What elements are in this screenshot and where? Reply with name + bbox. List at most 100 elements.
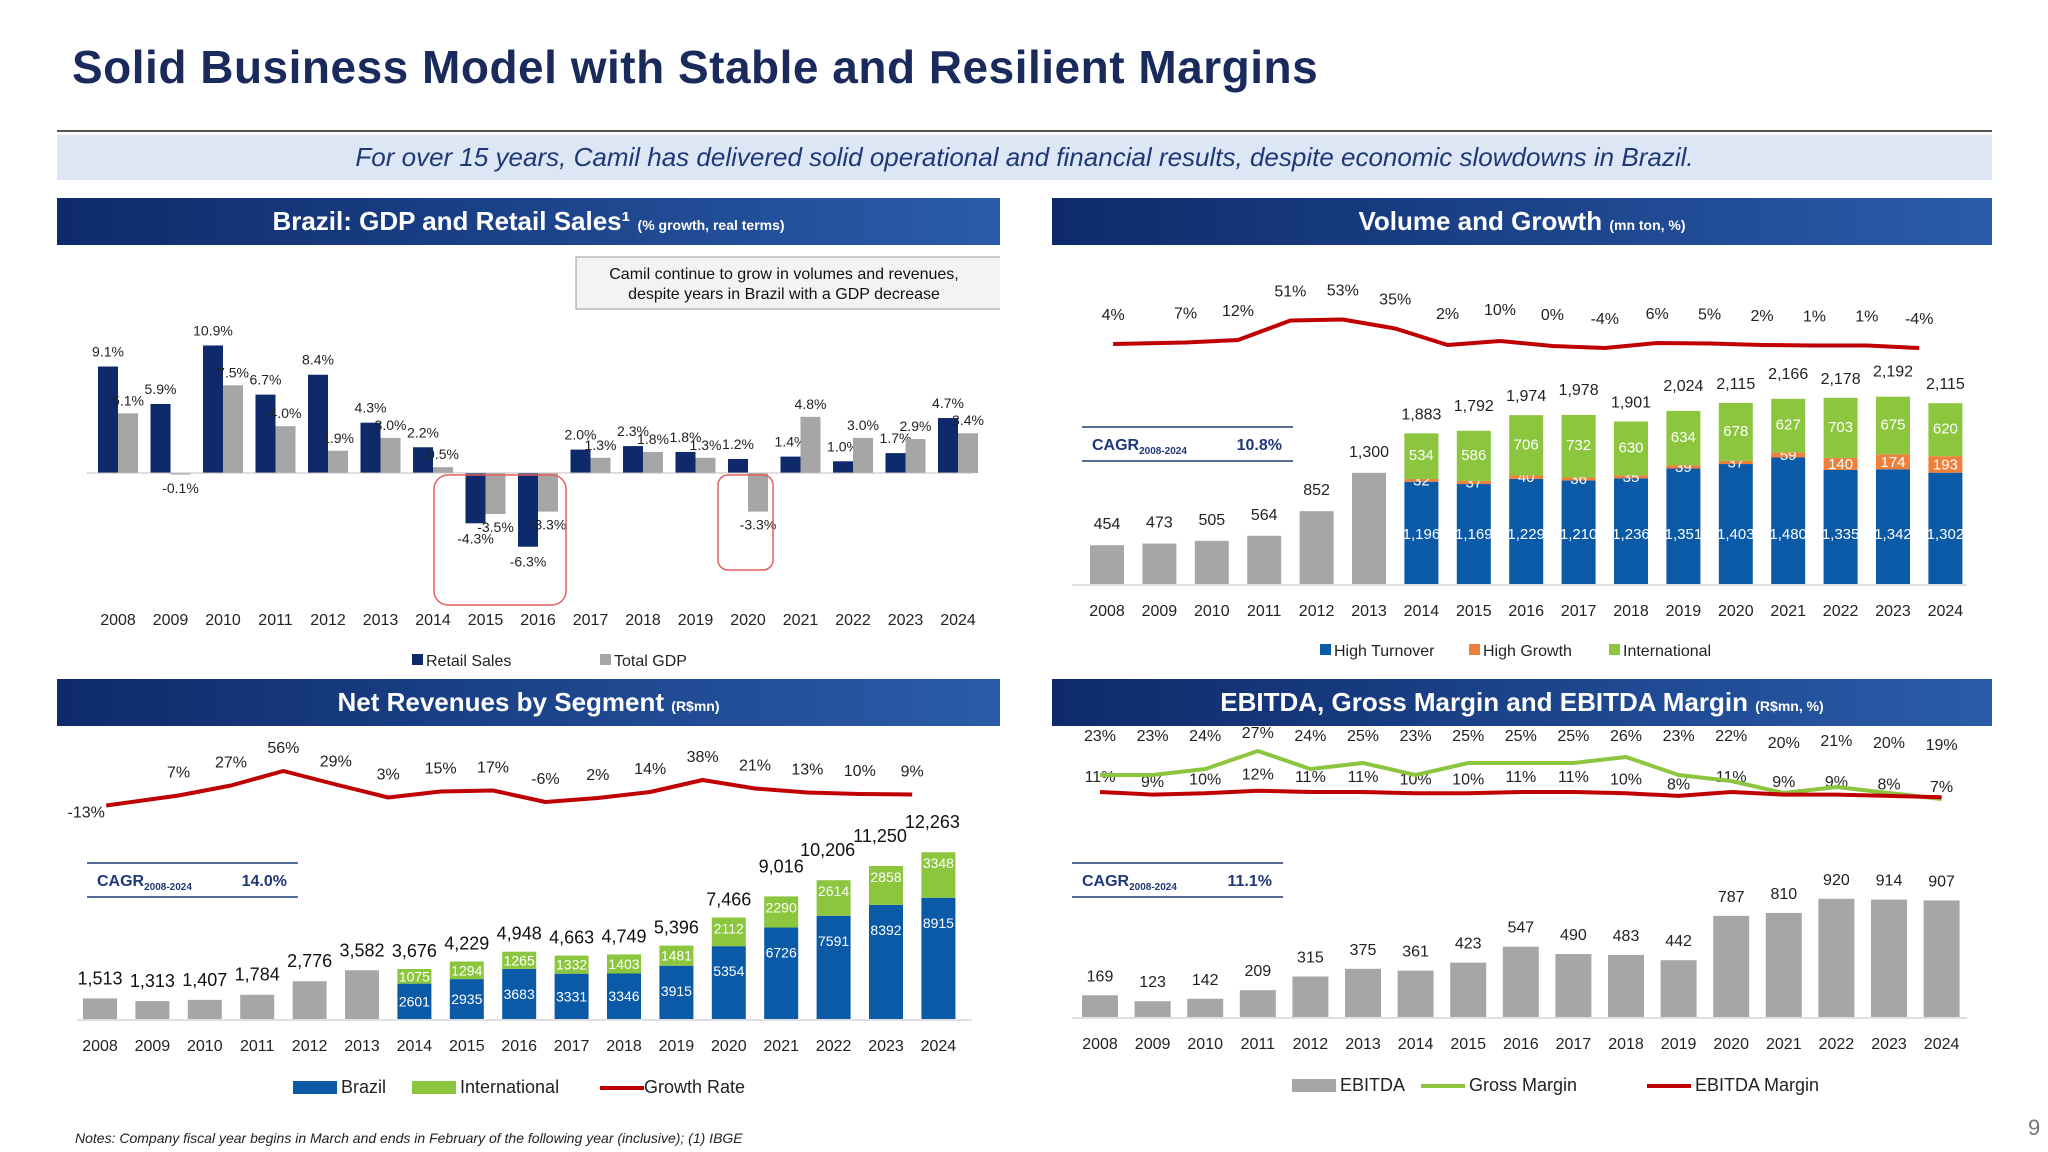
- volume-segment-label: 1,302: [1927, 526, 1965, 543]
- growth-label: 2%: [1750, 308, 1773, 325]
- cagr-value: 10.8%: [1237, 437, 1282, 454]
- volume-segment-bar: [1404, 433, 1439, 480]
- legend-gross-margin-label: Gross Margin: [1469, 1075, 1577, 1095]
- volume-segment-bar: [1509, 415, 1544, 476]
- ebitda-margin-label: 10%: [1400, 772, 1432, 789]
- volume-segment-bar: [1404, 479, 1439, 482]
- volume-segment-label: 174: [1880, 454, 1905, 471]
- callout-text-line: Camil continue to grow in volumes and re…: [609, 266, 959, 283]
- revenue-segment-label: 1294: [451, 962, 482, 978]
- ebitda-tick-label: 2010: [1187, 1036, 1223, 1053]
- total-gdp-data-label: 1.9%: [322, 430, 354, 446]
- ebitda-bar: [1082, 995, 1118, 1017]
- growth-rate-label: 3%: [377, 767, 400, 784]
- revenue-total-label: 2,776: [287, 951, 332, 971]
- gdp-tick-label: 2017: [573, 612, 609, 629]
- volume-total-label: 1,901: [1611, 394, 1651, 411]
- volume-segment-label: 1,229: [1507, 526, 1545, 543]
- volume-tick-label: 2008: [1089, 603, 1125, 620]
- retail-sales-bar: [885, 453, 906, 473]
- revenue-tick-label: 2012: [292, 1038, 328, 1055]
- revenue-total-label: 1,313: [130, 971, 175, 991]
- legend-growth-rate-swatch: [600, 1086, 644, 1090]
- total-gdp-bar: [590, 457, 611, 473]
- total-gdp-bar: [905, 439, 926, 473]
- page-title: Solid Business Model with Stable and Res…: [72, 41, 1319, 93]
- total-gdp-bar: [538, 473, 558, 512]
- revenue-bar: [187, 999, 222, 1019]
- total-gdp-bar: [695, 457, 716, 473]
- volume-segment-bar: [1771, 398, 1806, 453]
- revenue-segment-label: 8915: [923, 915, 954, 931]
- ebitda-tick-label: 2018: [1608, 1036, 1644, 1053]
- volume-segment-label: 634: [1671, 429, 1696, 446]
- volume-segment-bar: [1771, 457, 1806, 584]
- recession-highlight-box: [433, 474, 567, 606]
- ebitda-margin-label: 9%: [1141, 774, 1164, 791]
- total-gdp-bar: [170, 473, 191, 475]
- revenue-tick-label: 2016: [501, 1038, 537, 1055]
- retail-sales-data-label: 1.2%: [722, 436, 754, 452]
- volume-total-label: 2,178: [1821, 371, 1861, 388]
- ebitda-margin-label: 11%: [1085, 769, 1116, 786]
- retail-sales-bar: [833, 461, 853, 473]
- ebitda-tick-label: 2016: [1503, 1036, 1539, 1053]
- gross-margin-label: 24%: [1294, 728, 1326, 745]
- gdp-tick-label: 2011: [258, 612, 293, 629]
- retail-sales-data-label: 2.2%: [407, 424, 439, 440]
- volume-segment-bar: [1456, 484, 1491, 584]
- total-gdp-bar: [800, 416, 821, 473]
- volume-bar: [1247, 535, 1282, 584]
- retail-sales-bar: [255, 394, 276, 473]
- ebitda-margin-label: 8%: [1667, 777, 1690, 794]
- volume-segment-bar: [1456, 430, 1491, 481]
- revenue-bar: [83, 998, 117, 1019]
- revenue-segment-bar: [816, 915, 851, 1019]
- growth-rate-label: 2%: [586, 767, 609, 784]
- revenue-segment-bar: [764, 896, 799, 928]
- gross-margin-label: 25%: [1452, 728, 1484, 745]
- revenue-segment-label: 1481: [661, 948, 692, 964]
- legend-total-gdp-swatch: [600, 654, 611, 665]
- ebitda-value-label: 442: [1665, 933, 1692, 950]
- revenue-segment-label: 1075: [399, 968, 430, 984]
- ebitda-bar: [1239, 990, 1276, 1017]
- total-gdp-data-label: 1.8%: [637, 431, 669, 447]
- revenue-segment-label: 2614: [818, 883, 849, 899]
- growth-rate-label: -6%: [531, 771, 559, 788]
- volume-segment-bar: [1614, 475, 1648, 479]
- revenue-total-label: 10,206: [800, 840, 855, 860]
- gross-margin-label: 20%: [1873, 735, 1905, 752]
- ebitda-tick-label: 2009: [1135, 1036, 1171, 1053]
- retail-sales-data-label: 9.1%: [92, 344, 124, 360]
- volume-panel-unit: (mn ton, %): [1609, 217, 1686, 233]
- volume-tick-label: 2021: [1770, 603, 1806, 620]
- revenue-segment-bar: [607, 973, 641, 1019]
- retail-sales-bar: [570, 449, 591, 473]
- volume-segment-label: 678: [1723, 423, 1748, 440]
- volume-tick-label: 2009: [1142, 603, 1178, 620]
- volume-segment-label: 1,335: [1822, 526, 1860, 543]
- ebitda-bar: [1345, 968, 1381, 1017]
- legend-retail-sales-swatch: [412, 654, 423, 665]
- total-gdp-data-label: 5.1%: [112, 392, 144, 408]
- revenue-segment-bar: [607, 954, 641, 974]
- volume-segment-label: 706: [1514, 436, 1539, 453]
- revenue-total-label: 7,466: [706, 889, 751, 909]
- revenue-tick-label: 2015: [449, 1038, 485, 1055]
- revenue-panel-unit: (R$mn): [671, 698, 720, 714]
- volume-segment-bar: [1876, 454, 1910, 470]
- ebitda-margin-label: 8%: [1877, 777, 1900, 794]
- revenue-segment-bar: [397, 983, 432, 1019]
- revenue-segment-label: 3683: [504, 986, 535, 1002]
- volume-segment-label: 1,169: [1455, 526, 1493, 543]
- ebitda-tick-label: 2015: [1450, 1036, 1486, 1053]
- ebitda-margin-label: 7%: [1930, 779, 1953, 796]
- ebitda-margin-label: 11%: [1558, 769, 1589, 786]
- gross-margin-line: [1100, 749, 1942, 801]
- gdp-panel-title: Brazil: GDP and Retail Sales¹: [272, 206, 631, 236]
- volume-panel-title: Volume and Growth: [1358, 206, 1603, 236]
- revenue-segment-bar: [764, 927, 799, 1019]
- gross-margin-label: 19%: [1926, 737, 1958, 754]
- growth-rate-label: 13%: [791, 762, 823, 779]
